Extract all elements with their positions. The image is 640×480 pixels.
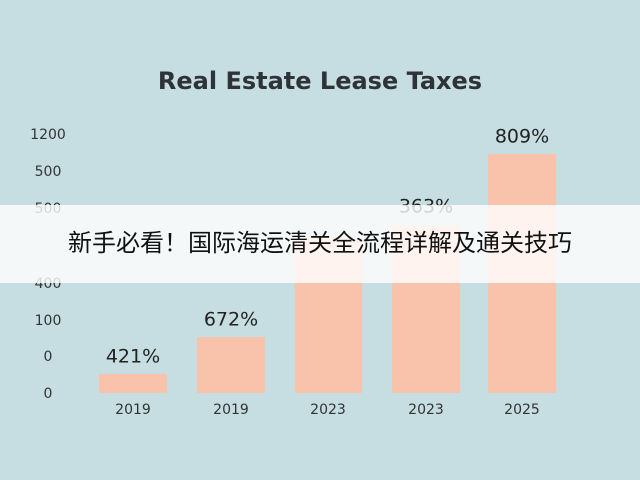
value-label: 809%: [495, 126, 549, 148]
x-axis-label: 2019: [115, 402, 151, 418]
y-axis-label: 1200: [30, 127, 66, 143]
y-axis-label: 500: [35, 164, 62, 180]
banner: [0, 205, 640, 283]
x-axis-label: 2023: [408, 402, 444, 418]
bar: [197, 337, 265, 393]
y-axis-label: 0: [44, 349, 53, 365]
value-label: 421%: [106, 346, 160, 368]
x-axis-label: 2019: [213, 402, 249, 418]
x-axis-label: 2023: [310, 402, 346, 418]
x-axis-label: 2025: [504, 402, 540, 418]
y-axis-label: 100: [35, 313, 62, 329]
banner-text: 新手必看！国际海运清关全流程详解及通关技巧: [68, 229, 572, 257]
value-label: 672%: [204, 309, 258, 331]
chart-title: Real Estate Lease Taxes: [158, 67, 482, 95]
bar: [99, 374, 167, 393]
y-axis-label: 0: [44, 386, 53, 402]
